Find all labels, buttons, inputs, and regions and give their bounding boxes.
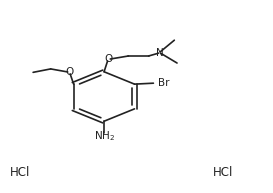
Text: N: N [156, 47, 163, 58]
Text: O: O [66, 67, 74, 77]
Text: Br: Br [158, 78, 170, 88]
Text: HCl: HCl [213, 166, 233, 179]
Text: O: O [104, 54, 112, 64]
Text: NH$_2$: NH$_2$ [94, 130, 115, 143]
Text: HCl: HCl [10, 166, 31, 179]
